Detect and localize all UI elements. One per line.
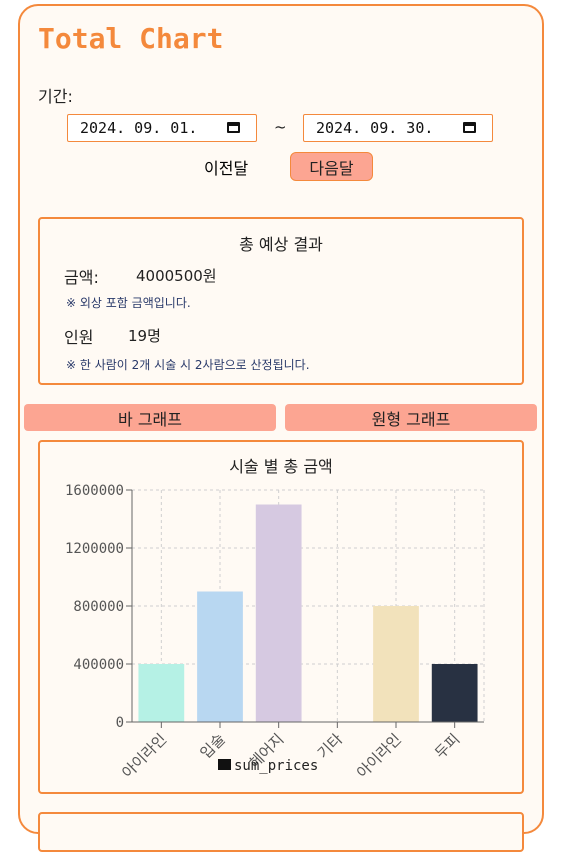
next-month-button[interactable]: 다음달 bbox=[290, 152, 373, 181]
y-tick-label: 1200000 bbox=[65, 541, 124, 557]
legend-swatch bbox=[218, 759, 231, 770]
amount-value: 4000500원 bbox=[136, 267, 217, 285]
y-tick-label: 1600000 bbox=[65, 483, 124, 499]
bar bbox=[373, 606, 419, 722]
x-tick-label: 아이라인 bbox=[353, 730, 405, 782]
chart-box: 시술 별 총 금액 0 400000 800000 1200000 1600000 아이라… bbox=[38, 440, 524, 794]
bar bbox=[197, 591, 243, 722]
y-tick-label: 0 bbox=[116, 715, 124, 731]
calendar-icon[interactable] bbox=[227, 122, 240, 133]
y-tick-label: 800000 bbox=[73, 599, 124, 615]
period-label: 기간: bbox=[38, 87, 73, 106]
x-tick-label: 아이라인 bbox=[118, 730, 170, 782]
end-date-value: 2024. 09. 30. bbox=[316, 119, 434, 137]
tab-bar-chart[interactable]: 바 그래프 bbox=[24, 404, 276, 431]
legend-label: sum_prices bbox=[234, 758, 318, 774]
x-tick-label: 두피 bbox=[431, 730, 463, 762]
page-title: Total Chart bbox=[38, 22, 224, 55]
summary-title: 총 예상 결과 bbox=[239, 235, 323, 254]
bar bbox=[255, 504, 302, 722]
people-value: 19명 bbox=[128, 327, 161, 345]
bar bbox=[138, 664, 185, 722]
date-separator: ~ bbox=[274, 118, 287, 136]
next-section-box bbox=[38, 812, 524, 852]
chart-title: 시술 별 총 금액 bbox=[229, 457, 333, 476]
end-date-input[interactable]: 2024. 09. 30. bbox=[303, 114, 493, 142]
bar bbox=[431, 664, 478, 722]
y-tick-label: 400000 bbox=[73, 657, 124, 673]
tab-pie-chart[interactable]: 원형 그래프 bbox=[285, 404, 537, 431]
amount-note: ※ 외상 포함 금액입니다. bbox=[66, 296, 191, 310]
amount-label: 금액: bbox=[64, 268, 99, 287]
x-tick-label: 기타 bbox=[314, 730, 346, 762]
x-tick-label: 입술 bbox=[197, 730, 229, 762]
start-date-input[interactable]: 2024. 09. 01. bbox=[67, 114, 257, 142]
calendar-icon[interactable] bbox=[463, 122, 476, 133]
summary-box: 총 예상 결과 금액: 4000500원 ※ 외상 포함 금액입니다. 인원 1… bbox=[38, 217, 524, 385]
people-label: 인원 bbox=[64, 328, 94, 347]
prev-month-button[interactable]: 이전달 bbox=[204, 155, 248, 179]
start-date-value: 2024. 09. 01. bbox=[80, 119, 198, 137]
people-note: ※ 한 사람이 2개 시술 시 2사람으로 산정됩니다. bbox=[66, 358, 310, 372]
